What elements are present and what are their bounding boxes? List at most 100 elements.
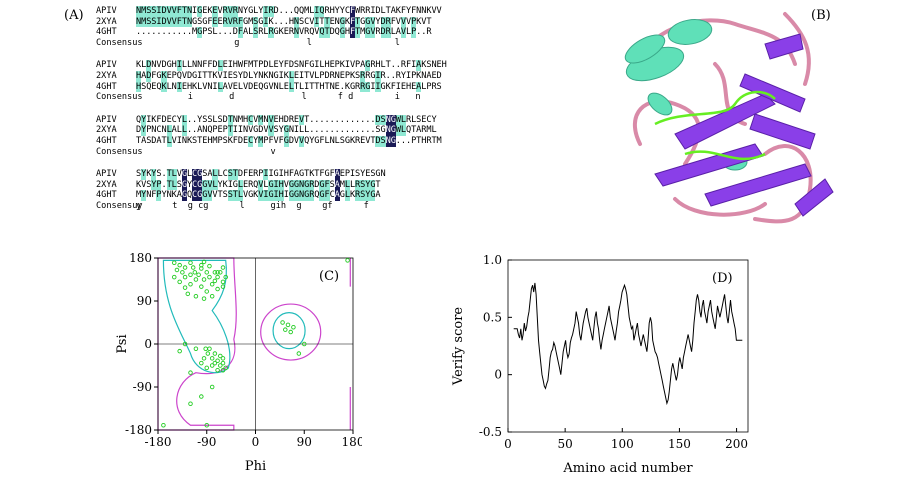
data-point <box>199 284 204 289</box>
sequence-alignment: APIV NMSSIDVVFTNIGEKEVRVRNYGLYIRD...QQMLI… <box>96 6 536 236</box>
y-tick-label: 0 <box>494 368 502 382</box>
y-axis-label: Verify score <box>451 307 466 387</box>
data-point <box>174 267 180 273</box>
contour-outer <box>157 257 237 431</box>
data-point <box>201 296 207 301</box>
sequence-residues: NMSSIDVVFTNGSGFEERVRFGMSGIK...HNSCVITTEN… <box>136 16 432 28</box>
data-point <box>199 360 204 366</box>
data-point <box>185 291 191 297</box>
data-point <box>172 274 177 280</box>
data-point <box>220 279 226 285</box>
consensus-residues: y t g cg l gih g gf f <box>136 200 395 211</box>
sequence-name: APIV <box>96 114 117 125</box>
data-point <box>201 356 207 361</box>
data-point <box>205 351 211 356</box>
sequence-residues: HSQEQKLNIEHKLVNILAVELVDEQGVNLELTLITTHTNE… <box>136 81 442 93</box>
data-point <box>212 270 218 275</box>
consensus-row: Consensuy y t g cg l gih g gf f <box>96 201 536 212</box>
data-point <box>182 285 188 290</box>
data-point <box>220 265 226 270</box>
data-point <box>212 278 218 284</box>
alignment-row: APIV NMSSIDVVFTNIGEKEVRVRNYGLYIRD...QQMLI… <box>96 6 536 17</box>
data-point <box>193 277 199 282</box>
data-point <box>209 384 215 390</box>
data-point <box>223 365 228 371</box>
y-axis-label: Psi <box>115 334 130 353</box>
alignment-row: APIV SYKYS.TLVGLCGSALLCSTDFERPIIGIHFAGTKT… <box>96 169 536 180</box>
data-point <box>215 368 220 373</box>
data-point <box>207 263 212 269</box>
consensus-residues: v <box>136 146 452 157</box>
y-tick-label: -90 <box>133 380 152 394</box>
data-point <box>193 346 199 352</box>
data-point <box>288 329 293 335</box>
alignment-row: 4GHT ...........MGPSL...DFALSRLRGKERNVRQV… <box>96 27 536 38</box>
verify-score-line <box>513 282 743 406</box>
data-point <box>215 286 220 292</box>
consensus-row: Consensus g l l <box>96 38 536 49</box>
y-tick-label: -0.5 <box>479 425 502 439</box>
data-point <box>192 270 198 275</box>
data-point <box>172 260 177 266</box>
data-point <box>199 394 204 399</box>
data-point <box>182 341 188 347</box>
data-point <box>283 327 288 332</box>
x-tick-label: -180 <box>145 435 172 449</box>
alignment-block: APIV QYIKFDECYL..YSSLSDTNMHCVMNVEHDREVT..… <box>96 114 536 158</box>
data-point <box>201 259 207 265</box>
data-point <box>177 262 182 268</box>
alignment-row: 4GHT HSQEQKLNIEHKLVNILAVELVDEQGVNLELTLITT… <box>96 81 536 93</box>
y-tick-label: 90 <box>137 294 152 308</box>
x-tick-label: 200 <box>725 437 748 451</box>
ramachandran-plot: -180 -90 0 90 180 180 90 0 -90 -180 Phi Psi (C) <box>115 251 362 474</box>
y-tick-label: 1.0 <box>483 253 502 267</box>
data-point <box>209 282 215 287</box>
sequence-name: APIV <box>96 169 117 180</box>
sequence-name: 2XYA <box>96 179 117 190</box>
data-point <box>220 356 226 361</box>
consensus-row: Consensus i d l f d i n <box>96 92 536 103</box>
data-point <box>280 320 285 325</box>
data-point <box>209 356 215 361</box>
data-point <box>196 272 201 277</box>
data-point <box>215 358 220 363</box>
consensus-row: Consensus v <box>96 147 536 158</box>
panel-label-b: (B) <box>811 8 831 23</box>
panel-label-d: (D) <box>712 271 733 286</box>
y-tick-label: 0.5 <box>483 310 502 324</box>
panel-label-c: (C) <box>319 269 339 284</box>
y-tick-label: 0 <box>144 337 152 351</box>
data-point <box>207 346 212 352</box>
x-axis-label: Phi <box>245 459 266 474</box>
data-point <box>220 284 226 289</box>
data-point <box>296 351 302 356</box>
helices <box>624 19 748 171</box>
sequence-name: 4GHT <box>96 27 117 38</box>
data-point <box>218 363 223 368</box>
sequence-name: APIV <box>96 6 117 16</box>
data-point <box>204 365 209 371</box>
alignment-row: APIV KLDNVDGHILLNNFFDLEIHWFMTPDLEYFDSNFGI… <box>96 60 536 71</box>
x-tick-label: 90 <box>297 435 312 449</box>
contour-inner <box>272 312 306 350</box>
sequence-name: 4GHT <box>96 135 117 146</box>
sequence-residues: KLDNVDGHILLNNFFDLEIHWFMTPDLEYFDSNFGILHEP… <box>136 60 447 71</box>
alignment-block: APIV NMSSIDVVFTNIGEKEVRVRNYGLYIRD...QQMLI… <box>96 6 536 48</box>
data-point <box>193 293 199 299</box>
data-point <box>177 279 182 285</box>
sequence-residues: DYPNCNLALL..ANQPEPTIINVGDVVSYGNILL......… <box>136 125 437 136</box>
x-tick-label: 150 <box>668 437 691 451</box>
alignment-row: 2XYA NMSSIDVVFTNGSGFEERVRFGMSGIK...HNSCVI… <box>96 16 536 28</box>
x-tick-label: 50 <box>558 437 573 451</box>
data-point <box>209 363 215 368</box>
data-point <box>177 348 182 354</box>
data-point <box>220 360 226 366</box>
data-point <box>201 277 207 282</box>
alignment-row: 2XYA HADFGKEPQVDGITTKVIESYDLYNKNGIKLEITVL… <box>96 70 536 82</box>
sequence-name: APIV <box>96 60 117 71</box>
alignment-row: 4GHT TASDATLVINKSTEHMPSKFDECYMPFVFGDVVQYG… <box>96 135 536 147</box>
sequence-name: 2XYA <box>96 16 117 27</box>
consensus-label: Consensuy <box>96 200 143 211</box>
data-point <box>207 274 212 280</box>
